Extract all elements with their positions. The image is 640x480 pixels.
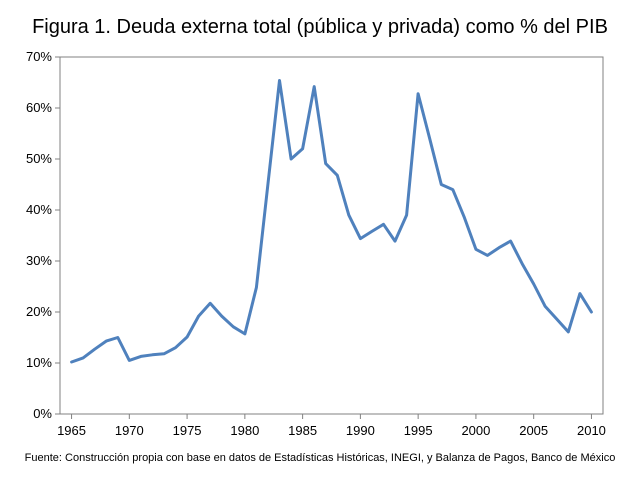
x-tick-label: 1970 bbox=[115, 423, 144, 438]
y-tick-label: 10% bbox=[26, 355, 52, 370]
y-tick-label: 30% bbox=[26, 253, 52, 268]
y-tick-label: 40% bbox=[26, 202, 52, 217]
x-tick-label: 2010 bbox=[577, 423, 606, 438]
x-tick-label: 1995 bbox=[404, 423, 433, 438]
chart-title: Figura 1. Deuda externa total (pública y… bbox=[32, 16, 608, 38]
y-tick-label: 50% bbox=[26, 151, 52, 166]
x-tick-label: 1965 bbox=[57, 423, 86, 438]
y-tick-label: 70% bbox=[26, 49, 52, 64]
y-tick-label: 20% bbox=[26, 304, 52, 319]
y-axis: 0% 10% 20% 30% 40% 50% 60% 70% bbox=[26, 49, 60, 421]
x-tick-label: 1980 bbox=[230, 423, 259, 438]
x-tick-label: 1985 bbox=[288, 423, 317, 438]
x-tick-label: 1990 bbox=[346, 423, 375, 438]
x-axis: 1965 1970 1975 1980 1985 1990 1995 2000 2005 2010 bbox=[57, 414, 606, 438]
x-tick-label: 2000 bbox=[461, 423, 490, 438]
series-line bbox=[70, 79, 593, 364]
source-note: Fuente: Construcción propia con base en … bbox=[24, 452, 616, 464]
data-points bbox=[71, 80, 592, 363]
x-tick-label: 1975 bbox=[173, 423, 202, 438]
y-tick-label: 60% bbox=[26, 100, 52, 115]
plot-frame bbox=[59, 56, 604, 415]
y-tick-label: 0% bbox=[33, 406, 52, 421]
x-tick-label: 2005 bbox=[519, 423, 548, 438]
